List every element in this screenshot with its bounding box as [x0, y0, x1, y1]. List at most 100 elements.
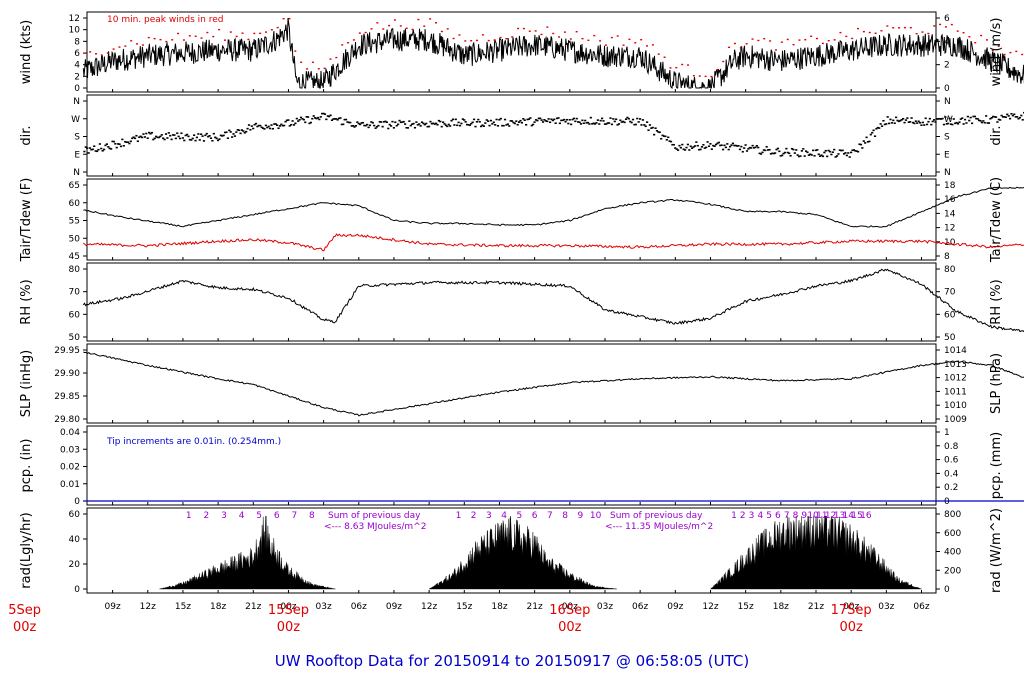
wind-peak-mark: [177, 32, 180, 35]
dir-point: [872, 129, 875, 132]
dir-point: [166, 137, 169, 139]
dir-point: [724, 146, 727, 149]
panel-rad-ylabel-right: rad (W/m^2): [989, 508, 1004, 593]
panel-pcp-ltick-label: 0.01: [60, 480, 80, 490]
dir-point: [397, 123, 400, 126]
dir-point: [1013, 113, 1016, 116]
dir-point: [648, 124, 652, 126]
wind-peak-mark: [851, 37, 854, 40]
dir-point: [973, 115, 976, 118]
dir-point: [720, 144, 723, 147]
dir-point: [750, 147, 753, 149]
dir-point: [907, 121, 910, 123]
dir-point: [356, 121, 359, 123]
dir-point: [125, 141, 128, 144]
dir-point: [194, 139, 197, 142]
panel-pcp-rtick-label: 0: [944, 497, 950, 507]
dir-point: [318, 118, 321, 121]
dir-point: [800, 150, 803, 152]
x-tick-label: 09z: [386, 602, 402, 612]
dir-point: [947, 122, 950, 125]
dir-point: [357, 122, 360, 125]
dir-point: [541, 121, 545, 123]
chart-title: UW Rooftop Data for 20150914 to 20150917…: [275, 652, 749, 670]
rad-sum-day2-line2: <--- 11.35 MJoules/m^2: [605, 522, 713, 532]
dir-point: [470, 122, 473, 125]
dir-point: [249, 128, 252, 131]
dir-point: [983, 121, 986, 124]
dir-point: [321, 112, 324, 115]
dir-point: [783, 151, 787, 154]
dir-point: [658, 131, 661, 134]
panel-temp-ltick-label: 50: [69, 234, 81, 244]
wind-peak-mark: [587, 39, 590, 41]
dir-point: [388, 123, 391, 126]
dir-point: [918, 121, 922, 124]
dir-point: [124, 140, 127, 143]
rad-hour-mark-2: 8: [562, 511, 568, 521]
dir-point: [785, 147, 788, 150]
dir-point: [774, 152, 777, 154]
dir-point: [949, 123, 953, 125]
dir-point: [864, 142, 867, 144]
wind-peak-mark: [798, 39, 801, 41]
panel-dir-rtick-label: W: [944, 115, 953, 125]
dir-point: [821, 155, 825, 158]
dir-point: [911, 121, 915, 124]
x-tick-label: 18z: [773, 602, 789, 612]
dir-point: [626, 116, 629, 119]
wind-peak-mark: [1003, 53, 1006, 56]
wind-peak-mark: [1015, 50, 1018, 53]
wind-peak-mark: [915, 33, 918, 35]
dir-point: [638, 118, 642, 120]
tdew-series-line: [82, 233, 1024, 252]
panel-dir-ylabel-right: dir.: [989, 125, 1004, 145]
dir-point: [464, 121, 467, 123]
panel-wind-ltick-label: 8: [74, 37, 80, 47]
panel-wind-rtick-label: 2: [944, 61, 950, 71]
panel-wind-ylabel-right: wind (m/s): [989, 18, 1004, 87]
panel-pcp: pcp. (in) pcp. (mm) 0 0.01 0.02 0.03 0.04 0 0.2 0…: [19, 425, 1024, 507]
dir-point: [533, 121, 536, 123]
dir-point: [582, 122, 585, 125]
rad-hour-mark-3: 11: [816, 511, 827, 521]
dir-point: [160, 134, 163, 136]
dir-point: [491, 123, 494, 125]
wind-peak-mark: [171, 39, 174, 41]
panel-slp-ylabel-right: SLP (hPa): [989, 353, 1004, 414]
dir-point: [512, 121, 515, 124]
wind-peak-mark: [933, 25, 936, 27]
dir-point: [660, 137, 663, 140]
dir-point: [554, 122, 557, 124]
dir-point: [622, 120, 625, 123]
dir-point: [1008, 117, 1012, 120]
dir-point: [976, 118, 979, 120]
rad-hour-mark-3: 14: [843, 511, 855, 521]
wind-peak-mark: [657, 53, 660, 55]
wind-peak-mark: [898, 27, 901, 29]
dir-point: [517, 121, 521, 123]
dir-point: [183, 139, 186, 142]
dir-point: [771, 152, 774, 155]
dir-point: [254, 122, 258, 125]
x-tick-label: 18z: [491, 602, 507, 612]
x-tick-label: 15z: [456, 602, 472, 612]
dir-point: [577, 121, 580, 123]
x-tick-label: 09z: [667, 602, 683, 612]
dir-point: [865, 136, 868, 139]
dir-point: [721, 148, 725, 151]
dir-point: [921, 121, 924, 124]
dir-point: [557, 117, 560, 119]
dir-point: [653, 133, 656, 136]
rad-hour-mark-2: 3: [486, 511, 492, 521]
panel-pcp-ylabel-right: pcp. (mm): [989, 432, 1004, 499]
dir-point: [339, 117, 342, 119]
panel-dir-ylabel-left: dir.: [19, 125, 34, 145]
dir-point: [826, 155, 829, 158]
dir-point: [328, 115, 331, 118]
dir-point: [834, 156, 837, 158]
dir-point: [633, 123, 636, 126]
dir-point: [609, 117, 612, 119]
dir-point: [267, 125, 270, 128]
